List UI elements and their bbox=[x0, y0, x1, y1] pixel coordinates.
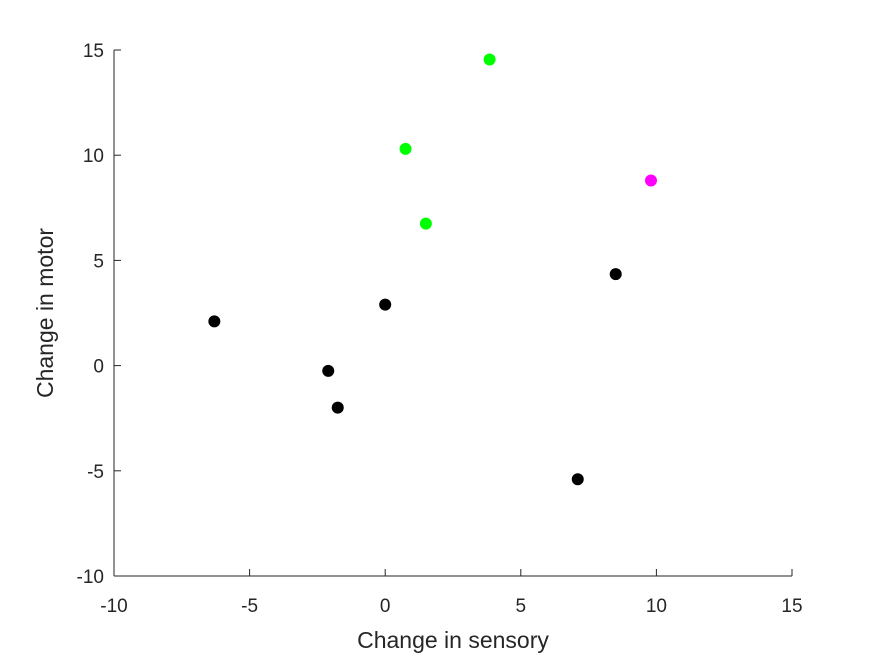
y-tick-label: 5 bbox=[93, 251, 104, 272]
data-points bbox=[208, 53, 657, 486]
data-point bbox=[571, 473, 584, 486]
data-point bbox=[483, 53, 496, 66]
y-tick-label: -10 bbox=[77, 567, 104, 588]
data-point bbox=[208, 315, 221, 328]
x-tick-label: -5 bbox=[241, 596, 258, 617]
axes bbox=[113, 50, 792, 577]
data-point bbox=[379, 298, 392, 311]
data-point bbox=[322, 364, 335, 377]
x-tick-label: 5 bbox=[516, 596, 527, 617]
y-tick-label: 0 bbox=[93, 357, 104, 378]
x-tick-label: 0 bbox=[380, 596, 391, 617]
x-tick-label: 15 bbox=[781, 596, 802, 617]
x-tick-label: 10 bbox=[646, 596, 667, 617]
x-tick-label: -10 bbox=[100, 596, 127, 617]
y-tick-label: -5 bbox=[87, 462, 104, 483]
y-ticks: -10 -5 0 5 10 15 bbox=[77, 41, 121, 588]
y-tick-label: 15 bbox=[83, 41, 104, 62]
data-point bbox=[399, 142, 412, 155]
data-point bbox=[419, 217, 432, 230]
data-point bbox=[331, 401, 344, 414]
x-axis-label: Change in sensory bbox=[357, 627, 549, 653]
data-point bbox=[609, 268, 622, 281]
y-axis-label: Change in motor bbox=[32, 228, 58, 398]
data-point bbox=[644, 174, 657, 187]
x-ticks: -10 -5 0 5 10 15 bbox=[100, 569, 803, 617]
y-tick-label: 10 bbox=[83, 146, 104, 167]
